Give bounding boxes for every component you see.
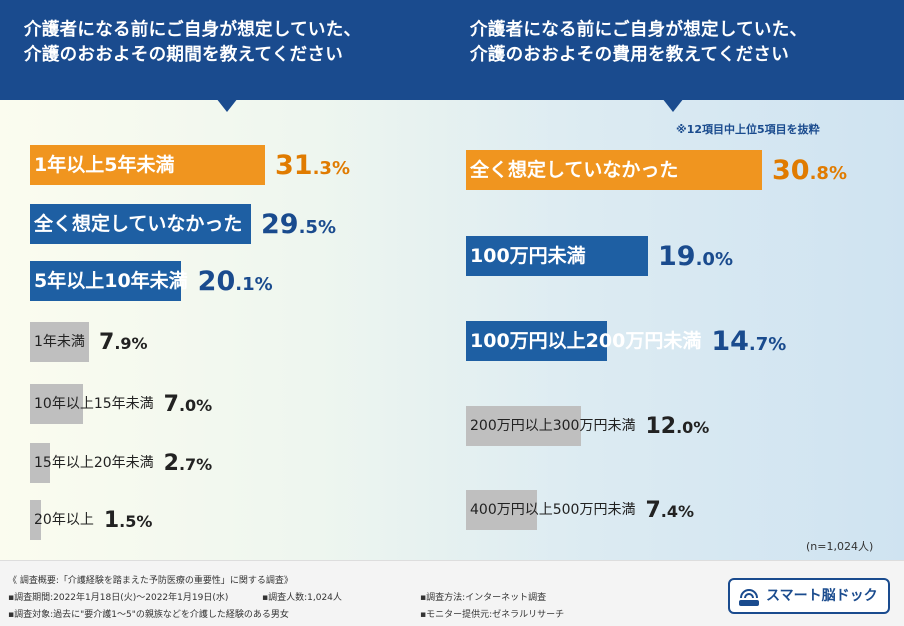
bar-value-minor: .1% [235,274,273,295]
bar-category-label: 15年以上20年未満 [34,455,154,471]
survey-method: ▪調査方法:インターネット調査 [420,593,547,603]
bar-fill [30,500,41,540]
bar-category-label: 1年未満 [34,334,85,350]
bar-value-minor: .7% [748,334,787,355]
bar-value-label: 29.5% [261,204,336,244]
survey-target: ▪調査対象:過去に"要介護1～5"の親族などを介護した経験のある男女 [8,610,289,620]
survey-count: ▪調査人数:1,024人 [262,593,342,603]
bar-fill [30,443,50,483]
bar-value-minor: .5% [119,512,153,531]
bar-category-label: 100万円以上200万円未満 [470,330,702,352]
smart-brain-dock-logo: スマート脳ドック [728,578,890,614]
bar-value-label: 7.4% [645,490,694,530]
bar-value-major: 20 [197,266,236,297]
left-title-line1: 介護者になる前にご自身が想定していた、 [24,20,362,40]
bar-value-major: 1 [103,508,120,533]
bar-category-label: 全く想定していなかった [470,159,679,181]
left-chart-title: 介護者になる前にご自身が想定していた、 介護のおおよその期間を教えてください [24,18,361,68]
bar-value-label: 31.3% [275,145,350,185]
bar-value-minor: .3% [312,158,350,179]
bar-value-major: 12 [645,414,677,439]
right-title-line2: 介護のおおよその費用を教えてください [470,45,789,65]
bar-fill [30,204,251,244]
brain-scan-icon [739,589,759,606]
bar-value-minor: .0% [178,396,213,415]
bar-fill [466,490,537,530]
bar-value-major: 14 [711,326,749,357]
bar-value-minor: .7% [178,455,213,474]
bar-value-minor: .5% [298,217,336,238]
left-title-line2: 介護のおおよその期間を教えてください [24,45,343,65]
bar-value-label: 1.5% [104,500,153,540]
bar-value-major: 7 [99,330,115,355]
bar-value-label: 14.7% [711,321,786,361]
bar-fill [466,321,607,361]
bar-value-major: 29 [261,209,299,240]
bar-fill [30,261,181,301]
bar-value-label: 7.9% [99,322,148,362]
bar-value-major: 7 [163,392,179,417]
bar-value-major: 31 [275,150,313,181]
bar-value-label: 2.7% [164,443,213,483]
bar-category-label: 全く想定していなかった [34,213,243,235]
right-title-line1: 介護者になる前にご自身が想定していた、 [470,20,808,40]
bar-value-minor: .8% [809,163,847,184]
bar-category-label: 1年以上5年未満 [34,154,175,176]
survey-period: ▪調査期間:2022年1月18日(火)～2022年1月19日(水) [8,593,229,603]
bar-value-label: 12.0% [645,406,709,446]
bar-category-label: 20年以上 [34,512,94,528]
right-chart-title: 介護者になる前にご自身が想定していた、 介護のおおよその費用を教えてください [470,18,807,68]
bar-category-label: 200万円以上300万円未満 [470,418,636,434]
bar-fill [30,145,265,185]
right-title-pointer [662,98,684,112]
logo-text: スマート脳ドック [766,588,878,604]
bar-fill [30,322,89,362]
bar-fill [466,150,762,190]
bar-fill [466,236,648,276]
bar-value-label: 7.0% [164,384,213,424]
bar-value-major: 30 [772,155,810,186]
survey-summary-title: 《 調査概要:「介護経験を踏まえた予防医療の重要性」に関する調査》 [8,576,293,586]
bar-value-minor: .9% [114,334,148,353]
bar-value-major: 7 [645,498,661,523]
bar-value-label: 30.8% [772,150,847,190]
header-banner: 介護者になる前にご自身が想定していた、 介護のおおよその期間を教えてください 介… [0,0,904,100]
bar-value-label: 19.0% [658,236,733,276]
bar-category-label: 100万円未満 [470,245,586,267]
bar-value-label: 20.1% [198,261,273,301]
bar-category-label: 5年以上10年未満 [34,270,188,292]
sample-size-note: (n=1,024人) [806,540,874,553]
selection-note: ※12項目中上位5項目を抜粋 [676,123,820,136]
survey-provider: ▪モニター提供元:ゼネラルリサーチ [420,610,565,620]
bar-value-major: 2 [163,451,179,476]
left-title-pointer [216,98,238,112]
bar-fill [466,406,581,446]
bar-value-minor: .0% [695,249,733,270]
bar-value-minor: .4% [660,502,695,521]
bar-category-label: 400万円以上500万円未満 [470,502,636,518]
bar-category-label: 10年以上15年未満 [34,396,154,412]
bar-value-minor: .0% [676,418,710,437]
bar-fill [30,384,83,424]
bar-value-major: 19 [658,241,696,272]
